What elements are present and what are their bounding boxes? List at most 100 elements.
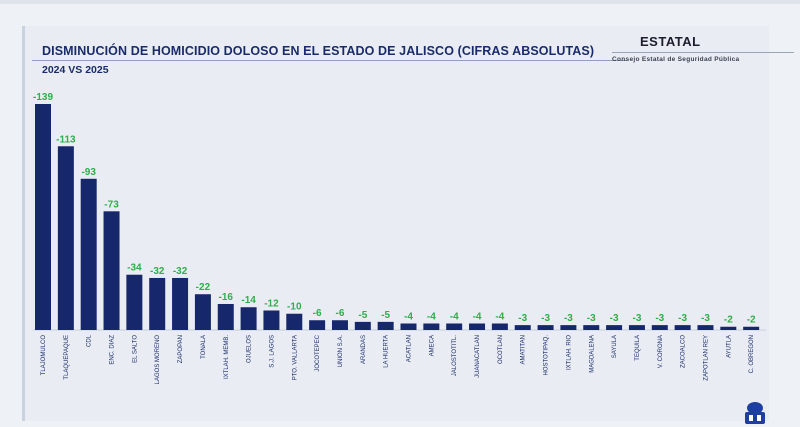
category-label-25: SAYULA: [612, 335, 618, 358]
bar-7: [194, 294, 211, 330]
bar-25: [606, 325, 623, 330]
category-label-13: UNION S.A.: [338, 335, 344, 368]
value-label-13: -6: [336, 308, 345, 319]
bar-27: [651, 325, 668, 330]
value-label-31: -2: [747, 315, 756, 326]
category-label-21: AMATITAN: [521, 335, 527, 364]
value-label-3: -73: [104, 199, 119, 210]
value-label-25: -3: [610, 313, 619, 324]
value-label-8: -16: [219, 292, 234, 303]
value-label-23: -3: [564, 313, 573, 324]
bar-14: [354, 321, 371, 330]
bar-6: [172, 277, 189, 330]
bar-17: [423, 323, 440, 330]
value-label-11: -10: [287, 302, 302, 313]
value-label-17: -4: [427, 311, 436, 322]
top-border: [0, 0, 800, 4]
category-label-11: PTO. VALLARTA: [292, 335, 298, 380]
bar-20: [491, 323, 508, 330]
bar-15: [377, 321, 394, 330]
bar-18: [446, 323, 463, 330]
bar-8: [217, 303, 234, 330]
bar-29: [697, 325, 714, 330]
category-label-1: TLAQUEPAQUE: [64, 335, 70, 380]
bar-4: [126, 274, 143, 330]
category-label-23: IXTLAH. RIO: [566, 335, 572, 370]
value-label-30: -2: [724, 315, 733, 326]
bar-21: [514, 325, 531, 330]
category-label-18: JALOSTOTITL.: [452, 335, 458, 377]
bar-16: [400, 323, 417, 330]
category-label-15: LA HUERTA: [384, 335, 390, 368]
value-label-15: -5: [381, 310, 390, 321]
category-label-19: JUANACATLAN: [475, 335, 481, 378]
bar-11: [286, 313, 303, 330]
value-label-29: -3: [701, 313, 710, 324]
category-label-14: ARANDAS: [361, 335, 367, 364]
chart-card: [22, 26, 769, 421]
value-label-22: -3: [541, 313, 550, 324]
bar-22: [537, 325, 554, 330]
category-label-26: TEQUILA: [635, 335, 641, 361]
chart-title: DISMINUCIÓN DE HOMICIDIO DOLOSO EN EL ES…: [42, 44, 595, 58]
value-label-24: -3: [587, 313, 596, 324]
value-label-26: -3: [632, 313, 641, 324]
council-name: Consejo Estatal de Seguridad Pública: [612, 56, 740, 63]
value-label-18: -4: [450, 311, 459, 322]
title-underline: [32, 60, 627, 61]
category-label-6: ZAPOPAN: [178, 335, 184, 363]
bar-1: [57, 146, 74, 330]
category-label-7: TONALA: [201, 335, 207, 359]
category-label-8: IXTLAH. MEMB.: [224, 335, 230, 379]
category-label-20: OCOTLAN: [498, 335, 504, 364]
bar-23: [560, 325, 577, 330]
bar-10: [263, 310, 280, 330]
category-label-24: MAGDALENA: [589, 335, 595, 373]
badge-divider: [612, 52, 794, 53]
value-label-27: -3: [655, 313, 664, 324]
category-label-29: ZAPOTLAN REY: [703, 335, 709, 381]
value-label-2: -93: [81, 167, 96, 178]
value-label-19: -4: [473, 311, 482, 322]
jalisco-seal-icon: [745, 402, 765, 424]
category-label-5: LAGOS MORENO: [155, 335, 161, 385]
value-label-20: -4: [495, 311, 504, 322]
value-label-4: -34: [127, 263, 142, 274]
value-label-6: -32: [173, 266, 188, 277]
bar-9: [240, 307, 257, 330]
bar-0: [35, 104, 51, 330]
value-label-0: -139: [33, 92, 53, 103]
category-label-0: TLAJOMULCO: [41, 335, 47, 376]
value-label-12: -6: [313, 308, 322, 319]
category-label-31: C. OBREGON: [749, 335, 755, 373]
category-label-30: AYUTLA: [726, 335, 732, 358]
category-label-12: JOCOTEPEC: [315, 334, 321, 371]
value-label-10: -12: [264, 298, 279, 309]
category-label-4: EL SALTO: [132, 335, 138, 363]
value-label-21: -3: [518, 313, 527, 324]
bar-12: [309, 320, 326, 330]
category-label-9: OJUELOS: [247, 335, 253, 363]
bar-31: [743, 326, 760, 330]
category-label-27: V. CORONA: [658, 335, 664, 368]
scope-badge: ESTATAL: [640, 34, 701, 49]
category-label-2: CDL: [87, 334, 93, 347]
category-label-28: ZACOALCO: [681, 335, 687, 368]
value-label-7: -22: [196, 282, 211, 293]
category-label-22: HOSTOTIPAQ.: [544, 335, 550, 376]
bar-28: [674, 325, 691, 330]
value-label-5: -32: [150, 266, 165, 277]
value-label-9: -14: [241, 295, 256, 306]
chart-subtitle: 2024 VS 2025: [42, 64, 109, 76]
category-label-3: ENC. DIAZ: [110, 335, 116, 365]
bar-26: [628, 325, 645, 330]
bar-3: [103, 211, 120, 330]
bar-13: [331, 320, 348, 330]
bar-2: [80, 178, 97, 330]
bar-24: [583, 325, 600, 330]
bar-19: [469, 323, 486, 330]
value-label-28: -3: [678, 313, 687, 324]
value-label-1: -113: [56, 134, 76, 145]
category-label-10: S.J. LAGOS: [269, 335, 275, 368]
